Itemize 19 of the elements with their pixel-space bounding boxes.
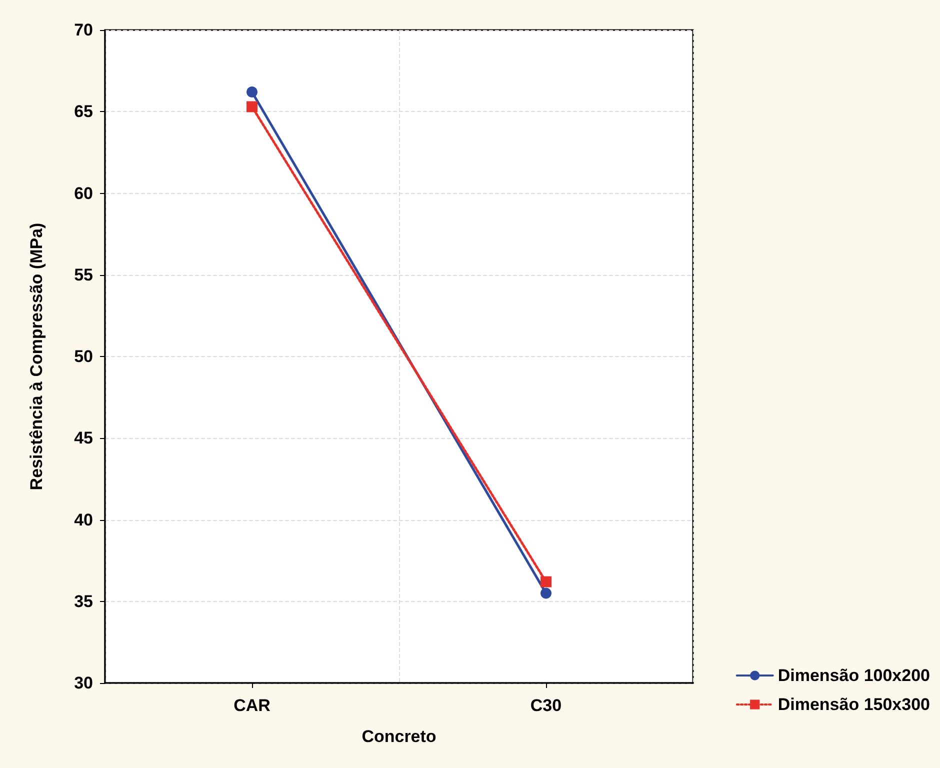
- x-tick-label: C30: [530, 696, 562, 715]
- y-tick-label: 35: [74, 592, 93, 611]
- legend-label: Dimensão 100x200: [778, 666, 930, 685]
- y-axis-title: Resistência à Compressão (MPa): [27, 222, 46, 490]
- point: [540, 588, 552, 599]
- legend-label: Dimensão 150x300: [778, 695, 930, 714]
- y-tick-label: 30: [74, 674, 93, 692]
- point: [540, 576, 552, 588]
- point: [246, 86, 258, 98]
- y-tick-label: 70: [74, 20, 93, 40]
- y-tick-label: 65: [74, 102, 93, 122]
- y-tick-label: 50: [74, 347, 93, 366]
- y-tick-label: 40: [74, 510, 93, 530]
- point: [246, 101, 258, 112]
- x-tick-label: CAR: [234, 696, 270, 715]
- x-axis-title: Concreto: [362, 727, 436, 746]
- y-tick-label: 55: [74, 265, 93, 284]
- y-tick-label: 60: [74, 184, 93, 203]
- y-tick-label: 45: [74, 428, 93, 448]
